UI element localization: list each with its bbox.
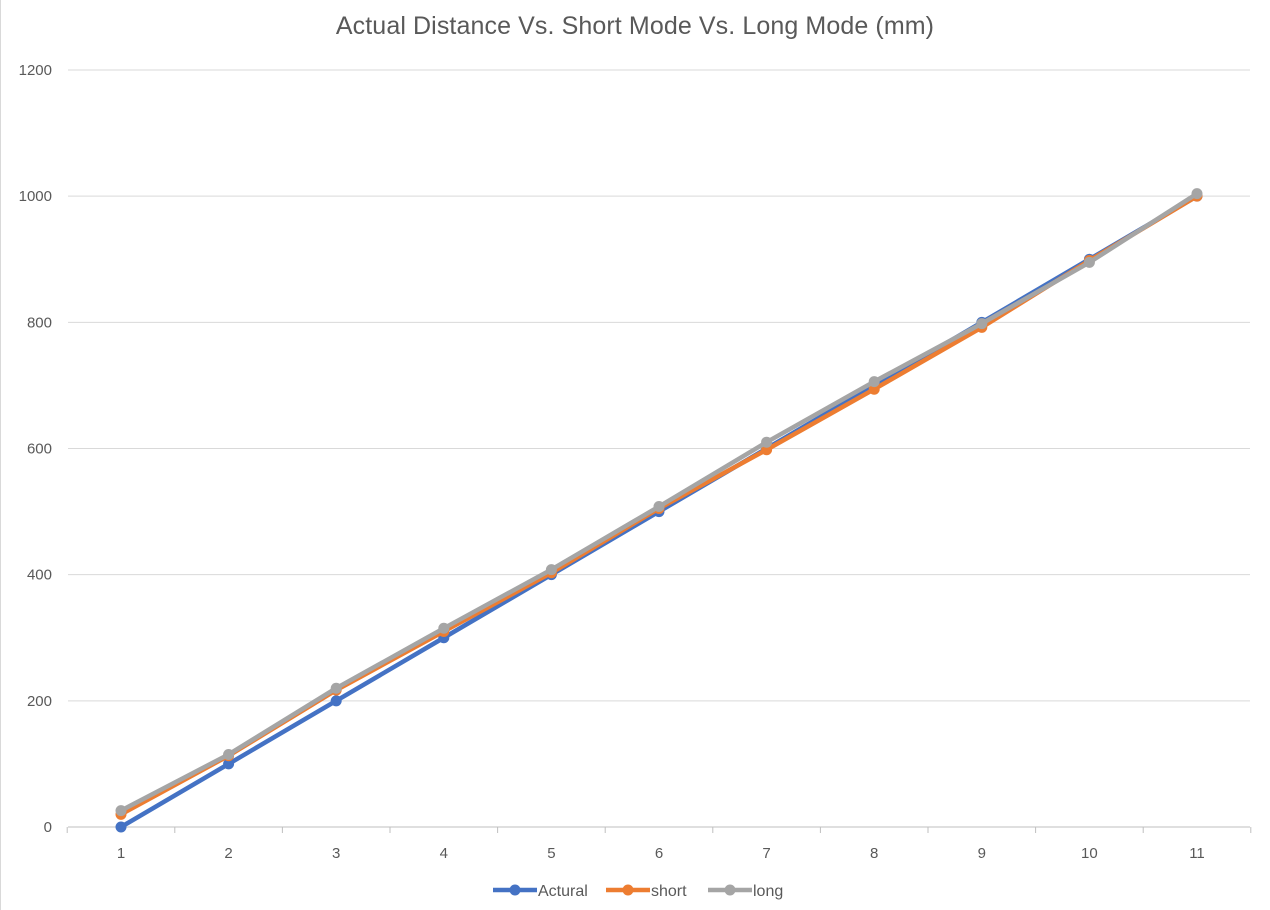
x-tick-label: 3 bbox=[332, 845, 340, 862]
data-point bbox=[330, 682, 342, 694]
data-point bbox=[761, 436, 773, 448]
x-tick-label: 2 bbox=[224, 845, 232, 862]
x-tick-label: 6 bbox=[655, 845, 663, 862]
y-tick-label: 0 bbox=[44, 819, 52, 836]
y-tick-label: 600 bbox=[27, 441, 52, 458]
data-point bbox=[330, 695, 342, 707]
legend-label: short bbox=[651, 883, 687, 900]
data-point bbox=[545, 564, 557, 576]
y-tick-label: 1000 bbox=[19, 188, 52, 205]
data-point bbox=[653, 501, 665, 513]
legend-label: long bbox=[753, 883, 783, 900]
data-point bbox=[761, 444, 773, 456]
legend-swatch-marker bbox=[724, 884, 736, 896]
legend-item-short: short bbox=[606, 883, 687, 900]
series-long bbox=[115, 188, 1203, 817]
legend-swatch-marker bbox=[622, 884, 634, 896]
data-point bbox=[115, 821, 127, 833]
legend-item-actural: Actural bbox=[493, 883, 588, 900]
y-tick-label: 200 bbox=[27, 693, 52, 710]
data-point bbox=[868, 383, 880, 395]
x-tick-label: 9 bbox=[978, 845, 986, 862]
chart-title: Actual Distance Vs. Short Mode Vs. Long … bbox=[335, 12, 935, 40]
data-point bbox=[976, 318, 988, 330]
data-point bbox=[868, 376, 880, 388]
x-tick-label: 10 bbox=[1081, 845, 1098, 862]
x-tick-label: 1 bbox=[117, 845, 125, 862]
data-point bbox=[1191, 188, 1203, 200]
series-group bbox=[115, 188, 1203, 833]
x-tick-label: 11 bbox=[1189, 845, 1205, 862]
legend-label: Actural bbox=[538, 883, 588, 900]
axes: 0 200 400 600 800 1000 1200 1 2 3 4 5 6 7 8 9 10 11 bbox=[19, 62, 1252, 862]
legend-swatch-marker bbox=[509, 884, 521, 896]
data-point bbox=[223, 758, 235, 770]
x-tick-label: 7 bbox=[762, 845, 770, 862]
data-point bbox=[223, 748, 235, 760]
y-tick-label: 800 bbox=[27, 314, 52, 331]
legend-item-long: long bbox=[708, 883, 783, 900]
x-tick-label: 5 bbox=[547, 845, 555, 862]
gridlines bbox=[68, 69, 1250, 702]
data-point bbox=[1083, 256, 1095, 268]
legend: Actural short long bbox=[493, 883, 783, 900]
x-tick-label: 4 bbox=[440, 845, 448, 862]
data-point bbox=[438, 622, 450, 634]
y-tick-label: 1200 bbox=[19, 62, 52, 79]
data-point bbox=[115, 805, 127, 817]
y-tick-label: 400 bbox=[27, 567, 52, 584]
x-tick-label: 8 bbox=[870, 845, 878, 862]
